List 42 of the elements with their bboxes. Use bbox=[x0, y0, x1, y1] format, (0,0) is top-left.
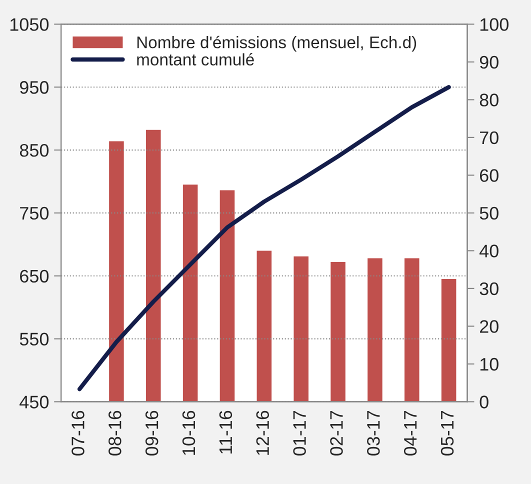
bar bbox=[404, 258, 420, 402]
y2-tick-label: 10 bbox=[480, 358, 498, 371]
y-tick-label: 950 bbox=[20, 81, 49, 94]
x-tick-label: 08-16 bbox=[108, 410, 122, 456]
x-tick-label: 02-17 bbox=[330, 410, 343, 456]
bar bbox=[330, 262, 346, 402]
bar bbox=[146, 130, 161, 402]
bar bbox=[109, 141, 124, 402]
y2-tick-label: 90 bbox=[480, 56, 498, 69]
y2-tick-label: 30 bbox=[480, 282, 498, 296]
y2-tick-label: 70 bbox=[480, 131, 498, 144]
y2-tick-label: 20 bbox=[480, 320, 498, 333]
x-tick-label: 10-16 bbox=[182, 410, 196, 455]
line-series bbox=[77, 85, 451, 392]
bar bbox=[294, 256, 308, 402]
legend-label: Nombre d'émissions (mensuel, Ech.d) bbox=[137, 36, 416, 52]
y2-tick-label: 100 bbox=[480, 18, 509, 31]
y2-tick-label: 50 bbox=[480, 206, 498, 220]
y2-tick-label: 80 bbox=[480, 94, 498, 106]
bar bbox=[368, 258, 382, 402]
y-tick-label: 750 bbox=[20, 206, 49, 220]
bar bbox=[256, 250, 272, 402]
y-tick-label: 650 bbox=[20, 270, 49, 283]
y-tick-label: 850 bbox=[20, 144, 49, 157]
x-tick-label: 09-16 bbox=[145, 410, 158, 456]
y-tick-label: 550 bbox=[20, 332, 49, 346]
y-tick-label: 1050 bbox=[10, 18, 49, 31]
x-tick-label: 03-17 bbox=[367, 410, 380, 456]
legend-label: montant cumulé bbox=[137, 53, 254, 66]
x-tick-label: 04-17 bbox=[404, 410, 417, 456]
x-tick-label: 11-16 bbox=[219, 410, 232, 454]
y-tick-label: 450 bbox=[20, 396, 49, 408]
y2-tick-label: 60 bbox=[480, 169, 498, 182]
x-tick-label: 07-16 bbox=[72, 410, 84, 456]
bar bbox=[220, 190, 235, 402]
y2-tick-label: 0 bbox=[480, 396, 488, 408]
x-tick-label: 12-16 bbox=[256, 410, 270, 455]
x-tick-label: 05-17 bbox=[440, 410, 454, 456]
y2-tick-label: 40 bbox=[480, 244, 498, 258]
x-tick-label: 01-17 bbox=[293, 410, 306, 456]
bar bbox=[182, 184, 198, 402]
bar bbox=[441, 279, 456, 402]
